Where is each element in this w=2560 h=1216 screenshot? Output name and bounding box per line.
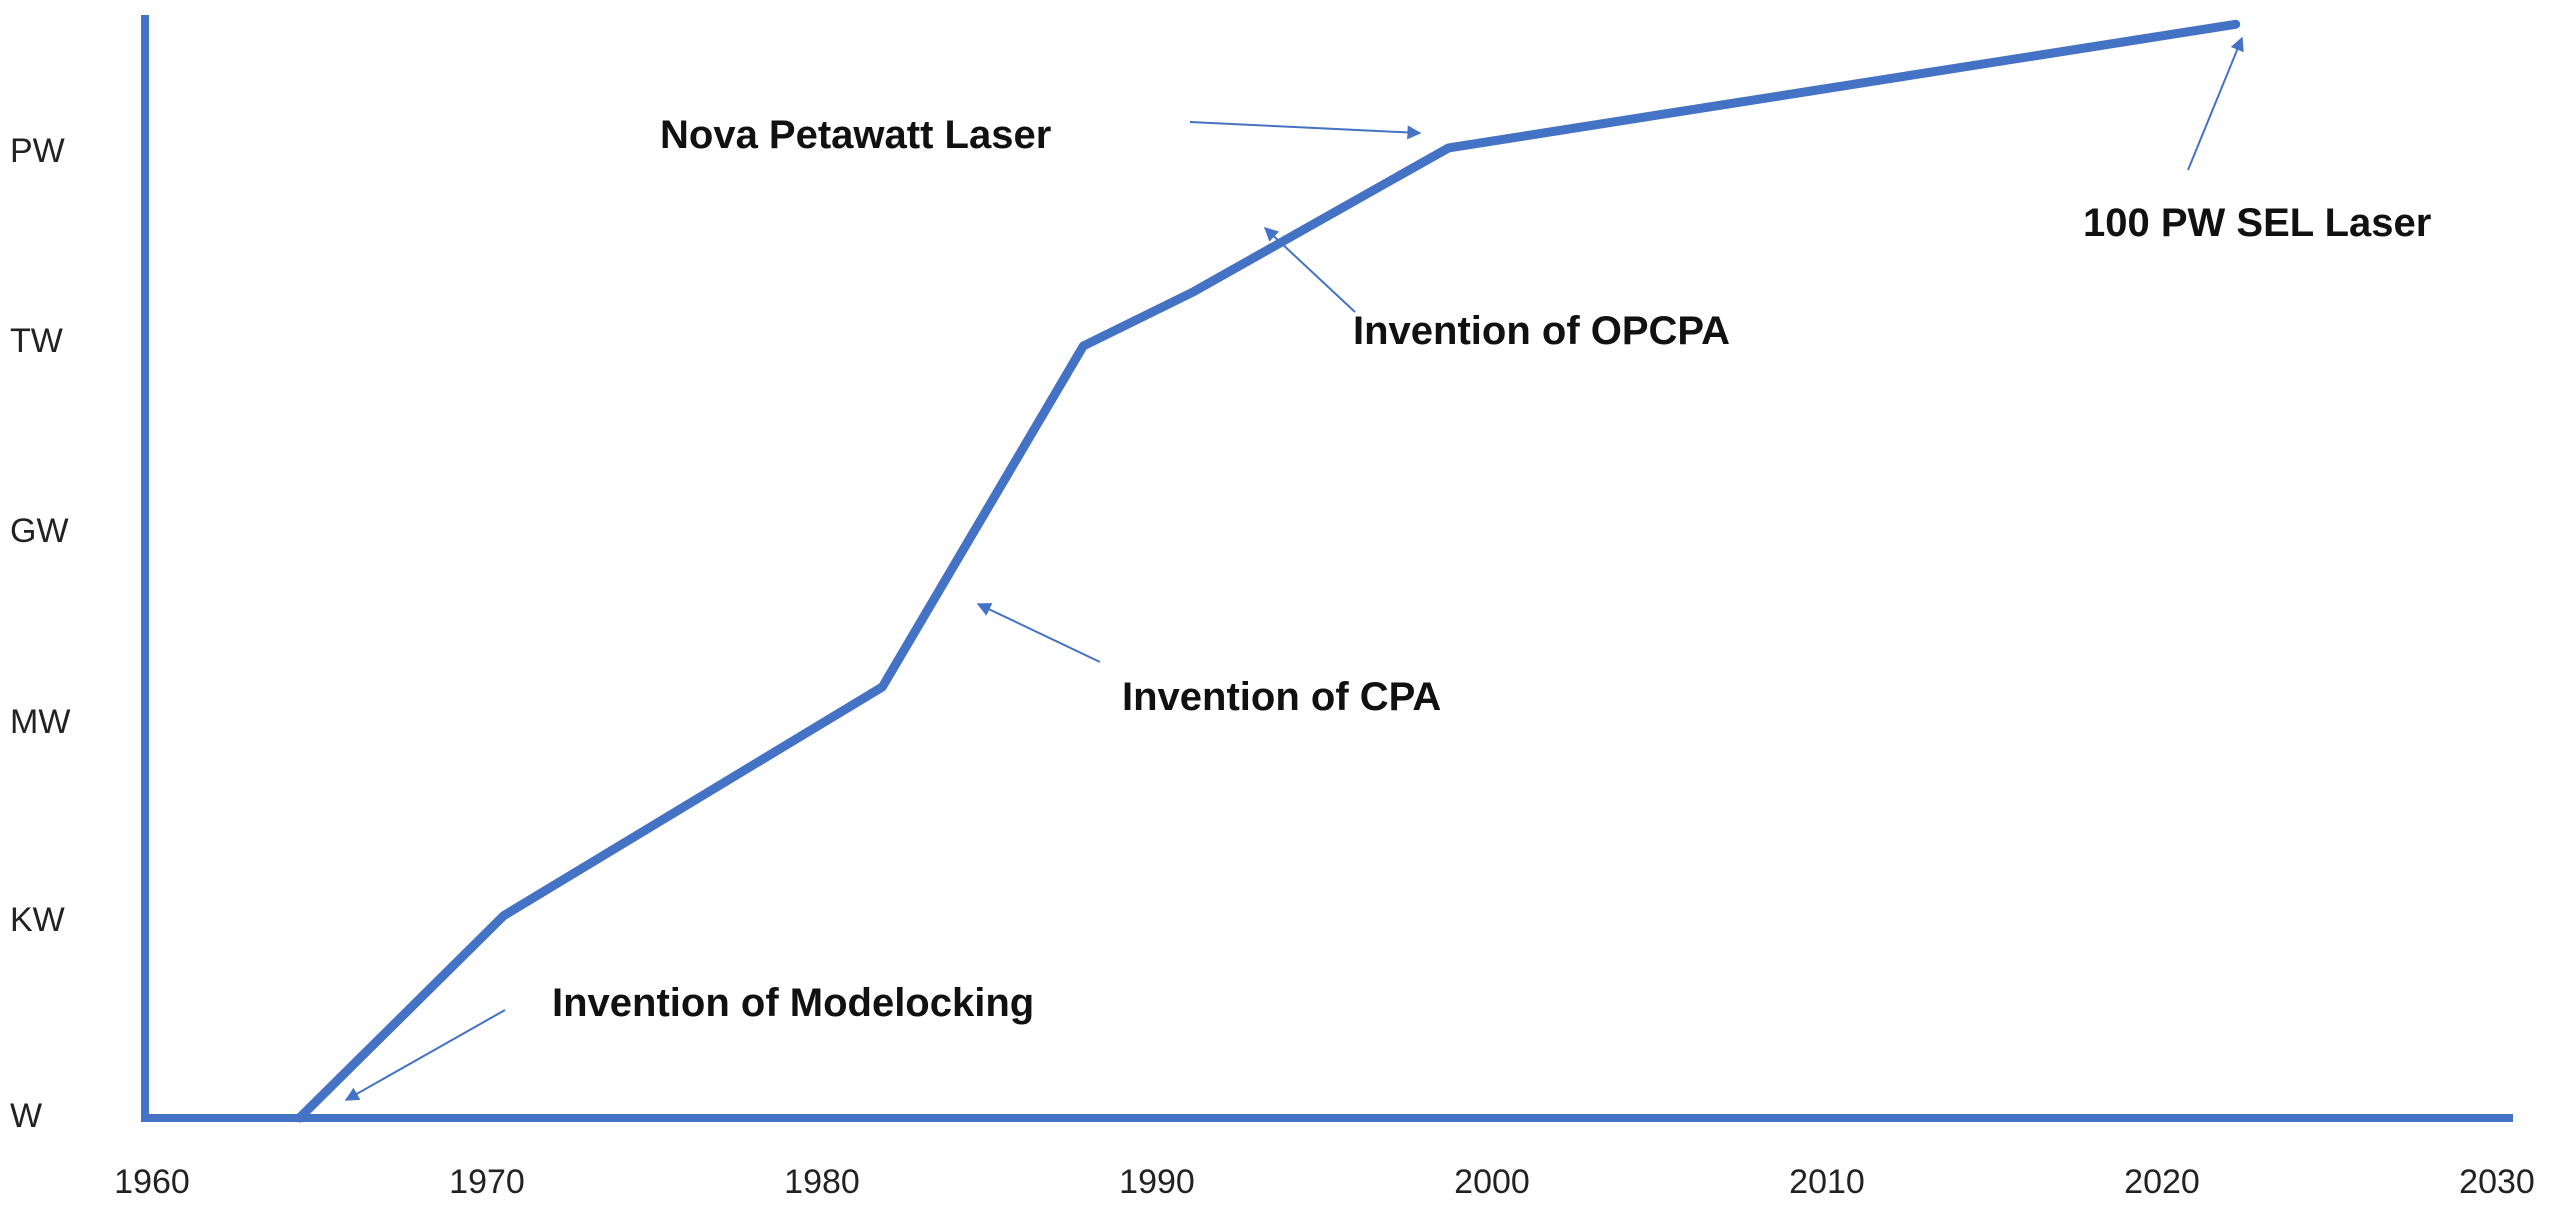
annotation-arrow-opcpa — [1263, 227, 1356, 313]
annotation-arrow-nova — [1189, 121, 1422, 140]
y-tick-label-mw: MW — [10, 703, 70, 741]
y-tick-label-w: W — [10, 1097, 42, 1135]
annotation-cpa: Invention of CPA — [1122, 675, 1441, 719]
x-tick-label-2010: 2010 — [1789, 1163, 1865, 1201]
x-tick-label-1980: 1980 — [784, 1163, 860, 1201]
annotation-opcpa: Invention of OPCPA — [1353, 309, 1730, 353]
y-tick-label-tw: TW — [10, 322, 63, 360]
x-tick-label-2030: 2030 — [2459, 1163, 2535, 1201]
annotation-modelocking: Invention of Modelocking — [552, 981, 1034, 1025]
y-tick-label-pw: PW — [10, 132, 65, 170]
x-tick-label-1970: 1970 — [449, 1163, 525, 1201]
annotation-arrow-100pw — [2187, 36, 2244, 171]
x-tick-label-1990: 1990 — [1119, 1163, 1195, 1201]
x-tick-label-1960: 1960 — [114, 1163, 190, 1201]
power-series-line — [294, 19, 2241, 1123]
annotation-100pw: 100 PW SEL Laser — [2083, 201, 2431, 245]
y-tick-label-gw: GW — [10, 512, 69, 550]
x-tick-label-2020: 2020 — [2124, 1163, 2200, 1201]
annotation-nova: Nova Petawatt Laser — [660, 113, 1051, 157]
y-tick-label-kw: KW — [10, 901, 65, 939]
x-tick-label-2000: 2000 — [1454, 1163, 1530, 1201]
annotation-arrow-modelocking — [344, 1009, 506, 1101]
annotation-arrow-cpa — [976, 603, 1101, 663]
